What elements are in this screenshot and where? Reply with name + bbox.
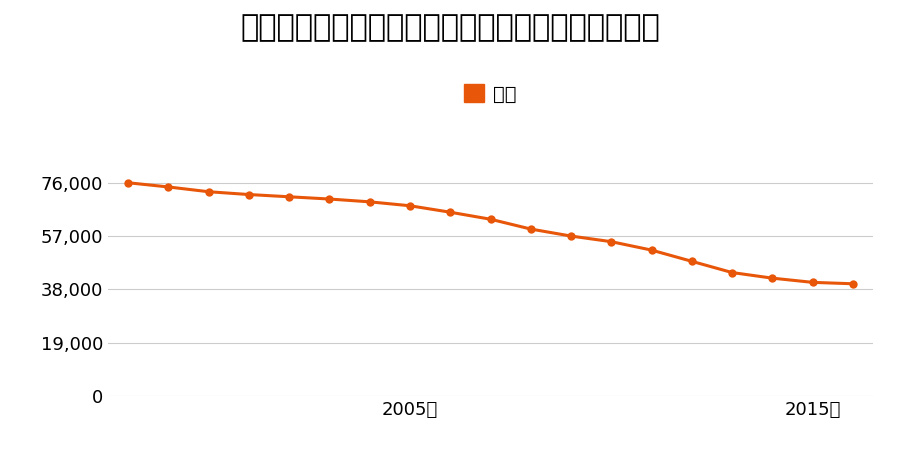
Legend: 価格: 価格 [456, 76, 525, 112]
Text: 大分県津久見市セメント町４３６番１外の地価推移: 大分県津久見市セメント町４３６番１外の地価推移 [240, 14, 660, 42]
